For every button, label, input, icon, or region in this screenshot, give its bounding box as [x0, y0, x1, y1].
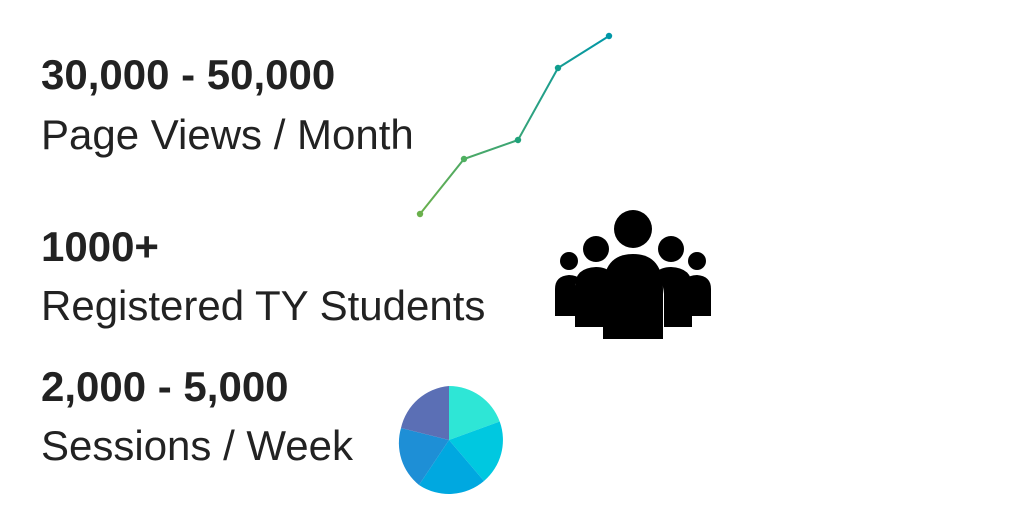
pie-slice [398, 428, 449, 485]
group-people-icon [555, 210, 711, 339]
trend-point [554, 64, 562, 72]
trend-point [514, 136, 522, 144]
pie-slice [449, 386, 500, 440]
pie-slice [449, 421, 503, 481]
sessions-value: 2,000 - 5,000 [41, 363, 289, 410]
registered-students-value: 1000+ [41, 223, 159, 270]
line-trend-icon [416, 32, 613, 218]
pie-slice [401, 386, 449, 440]
pie-chart-icon [398, 386, 503, 495]
trend-point [460, 155, 468, 163]
trend-point [605, 32, 613, 40]
trend-point [416, 210, 424, 218]
trend-line [419, 35, 610, 215]
registered-students-label: Registered TY Students [41, 282, 486, 329]
pie-slice [419, 440, 484, 495]
page-views-value: 30,000 - 50,000 [41, 51, 336, 98]
page-views-label: Page Views / Month [41, 111, 414, 158]
sessions-label: Sessions / Week [41, 425, 354, 467]
